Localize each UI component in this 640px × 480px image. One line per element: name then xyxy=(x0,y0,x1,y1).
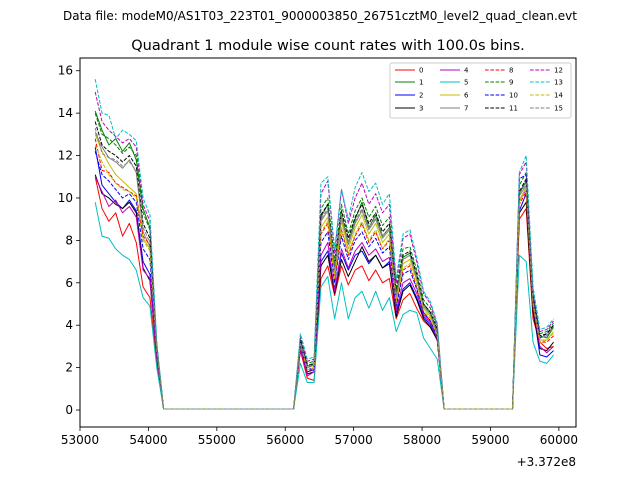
legend-label-6: 6 xyxy=(464,92,469,100)
x-tick-label: 53000 xyxy=(61,433,99,447)
y-tick-label: 14 xyxy=(58,106,73,120)
legend-box xyxy=(389,62,572,119)
x-offset-label: +3.372e8 xyxy=(517,455,576,469)
x-tick-label: 54000 xyxy=(129,433,167,447)
y-tick-label: 0 xyxy=(65,403,73,417)
x-tick-label: 60000 xyxy=(540,433,578,447)
y-tick-label: 12 xyxy=(58,149,73,163)
plot-frame xyxy=(79,57,577,428)
x-tick-label: 56000 xyxy=(266,433,304,447)
y-tick-label: 6 xyxy=(65,276,73,290)
legend-label-15: 15 xyxy=(554,105,563,113)
legend-label-8: 8 xyxy=(509,67,513,75)
y-tick-label: 4 xyxy=(65,318,73,332)
x-tick-label: 59000 xyxy=(471,433,509,447)
legend-label-4: 4 xyxy=(464,67,469,75)
y-tick-label: 10 xyxy=(58,191,73,205)
series-line-8 xyxy=(94,138,554,410)
x-tick-label: 55000 xyxy=(198,433,236,447)
figure-suptitle: Data file: modeM0/AS1T03_223T01_90000038… xyxy=(63,9,577,23)
legend-label-10: 10 xyxy=(509,92,518,100)
y-tick-label: 2 xyxy=(65,361,73,375)
plot-lines xyxy=(94,79,554,410)
legend-label-3: 3 xyxy=(419,105,423,113)
legend-label-0: 0 xyxy=(419,67,423,75)
y-tick-label: 16 xyxy=(58,64,73,78)
legend-label-12: 12 xyxy=(554,67,563,75)
x-tick-label: 57000 xyxy=(335,433,373,447)
legend-label-5: 5 xyxy=(464,79,468,87)
legend-label-14: 14 xyxy=(554,92,563,100)
x-tick-label: 58000 xyxy=(403,433,441,447)
legend-label-13: 13 xyxy=(554,79,563,87)
series-line-15 xyxy=(94,127,554,410)
y-axis: 0 2 4 6 8 10 12 14 16 xyxy=(58,64,80,417)
y-tick-label: 8 xyxy=(65,233,73,247)
legend-label-2: 2 xyxy=(419,92,423,100)
legend-label-9: 9 xyxy=(509,79,513,87)
x-axis: 53000 54000 55000 56000 57000 58000 59000 60000 xyxy=(61,427,578,447)
legend-label-1: 1 xyxy=(419,79,423,87)
chart-title: Quadrant 1 module wise count rates with … xyxy=(131,38,525,54)
legend-label-11: 11 xyxy=(509,105,518,113)
legend-label-7: 7 xyxy=(464,105,468,113)
